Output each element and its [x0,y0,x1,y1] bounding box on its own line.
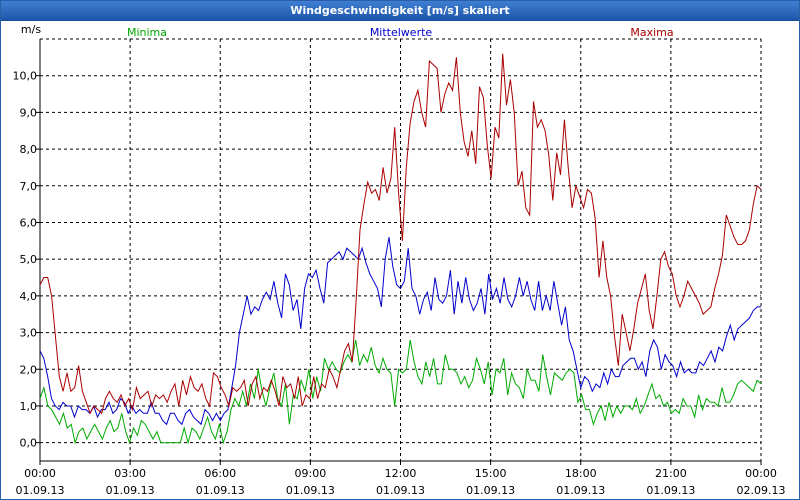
y-tick-label: 7,0 [20,180,38,193]
series-lines [39,53,762,445]
x-tick-date: 02.09.13 [737,484,786,497]
legend-minima: Minima [127,26,167,39]
x-tick-date: 01.09.13 [466,484,515,497]
x-tick-time: 12:00 [385,467,417,480]
x-tick-date: 01.09.13 [106,484,155,497]
x-tick-date: 01.09.13 [376,484,425,497]
y-axis: 0,0 1,0 2,0 3,0 4,0 5,0 6,0 7,0 8,0 9,0 10,0 m/s [13,23,42,450]
grid [40,39,761,461]
y-tick-label: 1,0 [20,400,38,413]
y-tick-label: 2,0 [20,363,38,376]
legend-maxima: Maxima [630,26,673,39]
x-tick-time: 15:00 [475,467,507,480]
wind-speed-chart: 0,0 1,0 2,0 3,0 4,0 5,0 6,0 7,0 8,0 9,0 10,0 m/s 00… [13,23,786,497]
legend-mittelwerte: Mittelwerte [370,26,433,39]
chart-title: Windgeschwindigkeit [m/s] skaliert [1,1,799,21]
x-tick-time: 00:00 [24,467,56,480]
x-tick-date: 01.09.13 [196,484,245,497]
x-tick-date: 01.09.13 [646,484,695,497]
y-tick-label: 3,0 [20,327,38,340]
x-tick-date: 01.09.13 [16,484,65,497]
x-tick-time: 09:00 [295,467,327,480]
x-tick-time: 00:00 [745,467,777,480]
y-tick-label: 4,0 [20,290,38,303]
series-line-maxima [39,53,762,415]
y-tick-label: 0,0 [20,437,38,450]
x-tick-date: 01.09.13 [286,484,335,497]
series-line-minima [39,339,762,445]
series-line-mittelwerte [39,237,761,426]
x-tick-date: 01.09.13 [556,484,605,497]
x-tick-time: 03:00 [114,467,146,480]
legend: Minima Mittelwerte Maxima [127,26,674,39]
y-axis-label: m/s [21,23,41,36]
x-tick-time: 21:00 [655,467,687,480]
y-tick-label: 6,0 [20,216,38,229]
y-tick-label: 5,0 [20,253,38,266]
x-axis: 00:00 01.09.13 03:00 01.09.13 06:00 01.09.13 0… [16,461,786,497]
x-tick-time: 06:00 [204,467,236,480]
x-tick-time: 18:00 [565,467,597,480]
y-tick-label: 8,0 [20,143,38,156]
y-tick-label: 9,0 [20,106,38,119]
y-tick-label: 10,0 [13,70,38,83]
